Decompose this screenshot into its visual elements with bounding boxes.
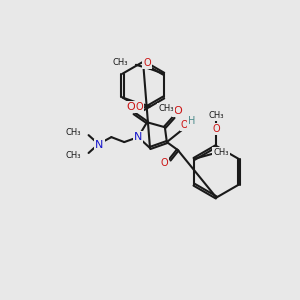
Text: CH₃: CH₃ (213, 148, 229, 158)
Text: H: H (188, 116, 195, 126)
Text: CH₃: CH₃ (208, 111, 224, 120)
Text: CH₃: CH₃ (158, 104, 174, 113)
Text: N: N (134, 132, 142, 142)
Text: O: O (160, 158, 168, 168)
Text: O: O (181, 120, 188, 130)
Text: O: O (136, 102, 143, 112)
Text: N: N (95, 140, 104, 150)
Text: O: O (213, 124, 220, 134)
Text: O: O (127, 102, 136, 112)
Text: CH₃: CH₃ (112, 58, 128, 67)
Text: O: O (173, 106, 182, 116)
Text: CH₃: CH₃ (65, 128, 81, 137)
Text: CH₃: CH₃ (65, 152, 81, 160)
Text: O: O (143, 58, 151, 68)
